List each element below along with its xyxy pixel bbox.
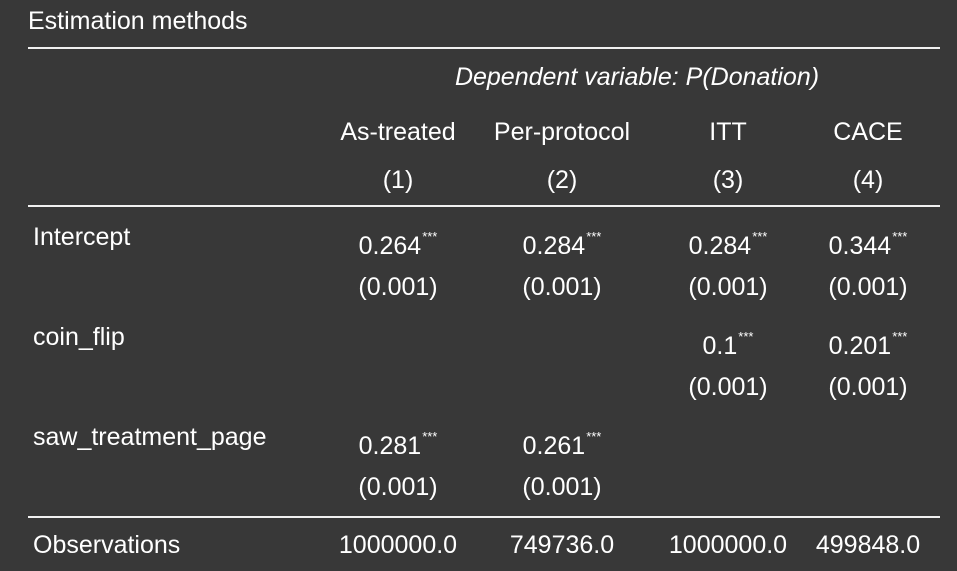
coefficient-value: 0.261*** — [523, 420, 602, 463]
column-header-number: (3) — [712, 166, 744, 194]
header-rule — [28, 205, 940, 207]
observations-value: 1000000.0 — [668, 531, 788, 559]
column-header-name: ITT — [709, 118, 747, 146]
coefficient-number: 0.1 — [702, 332, 738, 360]
significance-stars: *** — [752, 229, 768, 244]
column-header-name: CACE — [833, 118, 903, 146]
significance-stars: *** — [586, 429, 602, 444]
standard-error: (0.001) — [522, 473, 602, 501]
table-caption: Estimation methods — [28, 7, 248, 35]
observations-label: Observations — [33, 531, 181, 559]
coefficient-value: 0.264*** — [359, 220, 438, 263]
standard-error: (0.001) — [358, 273, 438, 301]
standard-error: (0.001) — [688, 373, 768, 401]
observations-value: 1000000.0 — [338, 531, 458, 559]
significance-stars: *** — [892, 229, 908, 244]
significance-stars: *** — [892, 329, 908, 344]
column-header-name: As-treated — [340, 118, 456, 146]
coefficient-number: 0.284 — [688, 232, 752, 260]
bottom-rule — [28, 516, 940, 518]
significance-stars: *** — [738, 329, 754, 344]
coefficient-number: 0.264 — [358, 232, 422, 260]
coefficient-number: 0.344 — [828, 232, 892, 260]
coefficient-value: 0.284*** — [523, 220, 602, 263]
row-label: coin_flip — [33, 323, 125, 351]
row-label: Intercept — [33, 223, 131, 251]
standard-error: (0.001) — [522, 273, 602, 301]
column-header-name: Per-protocol — [493, 118, 631, 146]
observations-value: 749736.0 — [509, 531, 615, 559]
standard-error: (0.001) — [828, 373, 908, 401]
significance-stars: *** — [422, 429, 438, 444]
column-header-number: (2) — [546, 166, 578, 194]
standard-error: (0.001) — [358, 473, 438, 501]
coefficient-value: 0.284*** — [689, 220, 768, 263]
top-rule — [28, 47, 940, 49]
coefficient-value: 0.1*** — [703, 320, 754, 363]
coefficient-value: 0.344*** — [829, 220, 908, 263]
coefficient-number: 0.201 — [828, 332, 892, 360]
dependent-variable-label: Dependent variable: P(Donation) — [454, 63, 820, 91]
standard-error: (0.001) — [688, 273, 768, 301]
coefficient-number: 0.284 — [522, 232, 586, 260]
coefficient-value: 0.201*** — [829, 320, 908, 363]
column-header-number: (1) — [382, 166, 414, 194]
significance-stars: *** — [586, 229, 602, 244]
observations-value: 499848.0 — [815, 531, 921, 559]
coefficient-number: 0.281 — [358, 432, 422, 460]
coefficient-number: 0.261 — [522, 432, 586, 460]
coefficient-value: 0.281*** — [359, 420, 438, 463]
standard-error: (0.001) — [828, 273, 908, 301]
row-label: saw_treatment_page — [33, 423, 267, 451]
significance-stars: *** — [422, 229, 438, 244]
column-header-number: (4) — [852, 166, 884, 194]
